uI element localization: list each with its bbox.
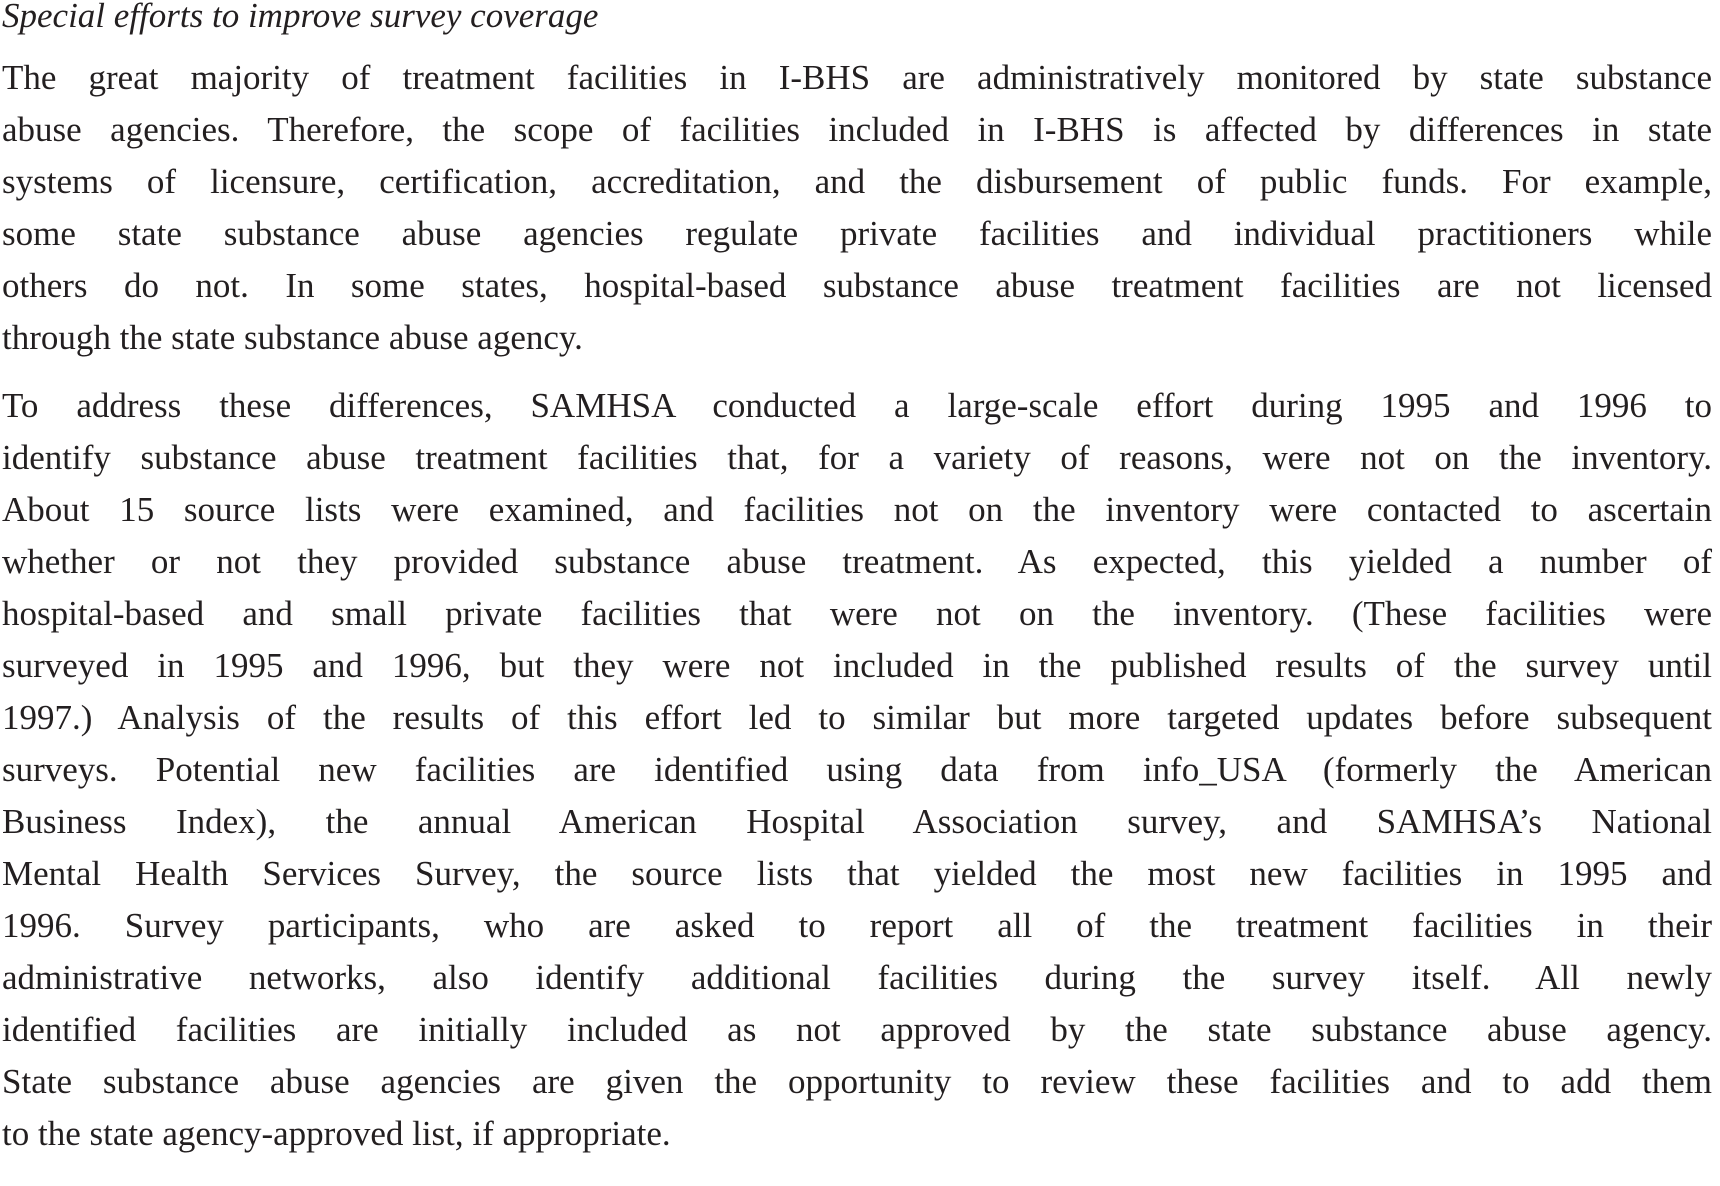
text-line: 1997.) Analysis of the results of this e…: [2, 698, 1712, 737]
text-line: Mental Health Services Survey, the sourc…: [2, 854, 1712, 893]
text-line: surveyed in 1995 and 1996, but they were…: [2, 646, 1712, 685]
text-line: Business Index), the annual American Hos…: [2, 802, 1712, 841]
text-line: surveys. Potential new facilities are id…: [2, 750, 1712, 789]
text-line: abuse agencies. Therefore, the scope of …: [2, 110, 1712, 149]
paragraph-1: The great majority of treatment faciliti…: [2, 52, 1712, 364]
text-line: through the state substance abuse agency…: [2, 318, 583, 357]
text-line: To address these differences, SAMHSA con…: [2, 386, 1712, 425]
text-line: others do not. In some states, hospital-…: [2, 266, 1712, 305]
text-line: identify substance abuse treatment facil…: [2, 438, 1712, 477]
text-line: systems of licensure, certification, acc…: [2, 162, 1712, 201]
text-line: 1996. Survey participants, who are asked…: [2, 906, 1712, 945]
text-line: About 15 source lists were examined, and…: [2, 490, 1712, 529]
paragraph-2: To address these differences, SAMHSA con…: [2, 380, 1712, 1160]
text-line: some state substance abuse agencies regu…: [2, 214, 1712, 253]
text-line: to the state agency-approved list, if ap…: [2, 1114, 671, 1153]
text-line: identified facilities are initially incl…: [2, 1010, 1712, 1049]
text-line: hospital-based and small private facilit…: [2, 594, 1712, 633]
text-line: The great majority of treatment faciliti…: [2, 58, 1712, 97]
section-heading: Special efforts to improve survey covera…: [2, 0, 599, 35]
text-line: whether or not they provided substance a…: [2, 542, 1712, 581]
text-line: administrative networks, also identify a…: [2, 958, 1712, 997]
text-line: State substance abuse agencies are given…: [2, 1062, 1712, 1101]
